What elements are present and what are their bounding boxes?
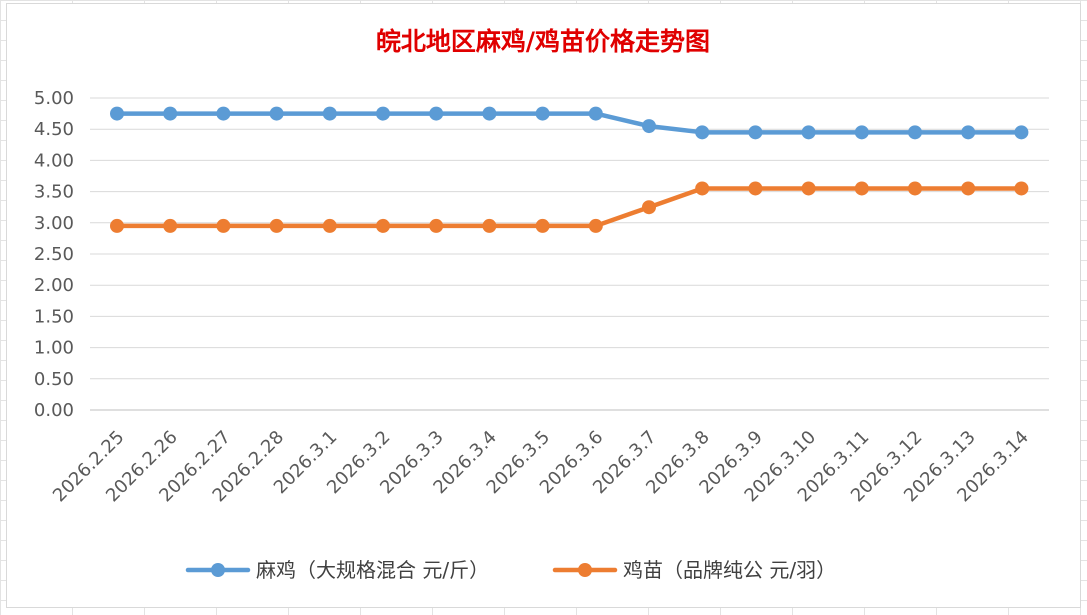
data-point[interactable]: [1014, 181, 1029, 196]
legend-item-1[interactable]: 麻鸡（大规格混合 元/斤）: [185, 558, 489, 582]
data-point[interactable]: [163, 106, 178, 121]
data-point[interactable]: [269, 218, 284, 233]
legend-marker: [211, 563, 225, 577]
y-tick-label: 0.00: [34, 400, 74, 421]
y-tick-label: 5.00: [34, 88, 74, 109]
series-layer: [110, 106, 1029, 233]
data-point[interactable]: [748, 125, 763, 140]
chart-title: 皖北地区麻鸡/鸡苗价格走势图: [376, 27, 710, 56]
data-point[interactable]: [429, 218, 444, 233]
data-point[interactable]: [216, 218, 231, 233]
y-tick-label: 1.00: [34, 338, 74, 359]
series-1: [110, 106, 1029, 140]
data-point[interactable]: [535, 106, 550, 121]
data-point[interactable]: [376, 106, 390, 121]
legend-label: 鸡苗（品牌纯公 元/羽）: [623, 558, 836, 582]
legend: 麻鸡（大规格混合 元/斤） 鸡苗（品牌纯公 元/羽）: [185, 558, 836, 582]
data-point[interactable]: [908, 125, 922, 140]
chart-area[interactable]: [6, 3, 1081, 608]
series-line: [114, 186, 1024, 229]
data-point[interactable]: [695, 125, 710, 140]
y-tick-label: 2.00: [34, 275, 74, 296]
data-point[interactable]: [322, 106, 337, 121]
data-point[interactable]: [588, 106, 603, 121]
y-tick-label: 1.50: [34, 306, 74, 327]
data-point[interactable]: [482, 106, 497, 121]
data-point[interactable]: [801, 181, 816, 196]
data-point[interactable]: [1014, 125, 1029, 140]
data-point[interactable]: [854, 125, 869, 140]
data-point[interactable]: [482, 218, 497, 233]
y-tick-label: 3.00: [34, 213, 74, 234]
y-tick-label: 0.50: [34, 369, 74, 390]
data-point[interactable]: [110, 106, 124, 121]
data-point[interactable]: [961, 181, 976, 196]
data-point[interactable]: [588, 218, 603, 233]
grid-lines: [90, 97, 1049, 411]
data-point[interactable]: [908, 181, 922, 196]
data-point[interactable]: [269, 106, 284, 121]
data-point[interactable]: [642, 119, 656, 134]
data-point[interactable]: [216, 106, 231, 121]
data-point[interactable]: [110, 218, 124, 233]
y-tick-label: 4.00: [34, 150, 74, 171]
data-point[interactable]: [961, 125, 976, 140]
series-2: [110, 181, 1029, 233]
data-point[interactable]: [695, 181, 710, 196]
data-point[interactable]: [801, 125, 816, 140]
y-tick-label: 3.50: [34, 182, 74, 203]
legend-marker: [578, 563, 592, 577]
data-point[interactable]: [376, 218, 390, 233]
data-point[interactable]: [163, 218, 178, 233]
y-axis-ticks: 0.00 0.50 1.00 1.50 2.00 2.50 3.00 3.50 4.00 4.50…: [34, 88, 74, 421]
data-point[interactable]: [642, 200, 656, 215]
data-point[interactable]: [854, 181, 869, 196]
data-point[interactable]: [535, 218, 550, 233]
legend-label: 麻鸡（大规格混合 元/斤）: [256, 558, 489, 582]
data-point[interactable]: [322, 218, 337, 233]
x-axis-ticks: 2026.2.252026.2.262026.2.272026.2.282026…: [49, 427, 1033, 507]
y-tick-label: 2.50: [34, 244, 74, 265]
data-point[interactable]: [748, 181, 763, 196]
legend-item-2[interactable]: 鸡苗（品牌纯公 元/羽）: [552, 558, 836, 582]
series-line: [114, 111, 1024, 135]
y-tick-label: 4.50: [34, 119, 74, 140]
data-point[interactable]: [429, 106, 444, 121]
